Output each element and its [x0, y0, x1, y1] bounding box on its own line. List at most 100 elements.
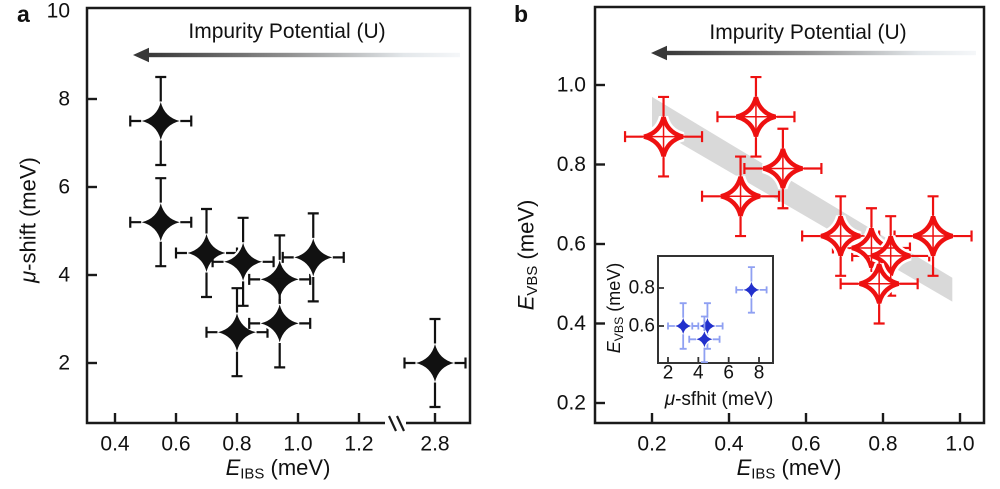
- inset-y-axis-label-unit: (meV): [604, 262, 625, 317]
- inset-y-axis-label-subscript: VBS: [611, 316, 626, 342]
- x-tick-label: 0.6: [161, 433, 190, 456]
- marker-center-cross: [731, 92, 780, 141]
- x-axis-label-b-unit: (meV): [775, 455, 842, 480]
- x-axis-label-a-subscript: IBS: [240, 465, 265, 483]
- inset-data-point: [688, 315, 721, 363]
- y-axis-label-b: EVBS (meV): [513, 199, 542, 311]
- marker-center-cross: [855, 259, 904, 308]
- impurity-arrow-a-head: [133, 47, 149, 63]
- marker-center-cross: [758, 144, 807, 193]
- inset-x-tick-label: 6: [723, 363, 734, 384]
- inset-x-tick-label: 4: [693, 363, 704, 384]
- data-point-marker: [141, 102, 180, 140]
- inset-x-tick-label: 8: [754, 363, 765, 384]
- axis-break-gap: [385, 418, 406, 428]
- inset-y-axis-label-symbol: E: [604, 341, 625, 354]
- impurity-potential-caption-a: Impurity Potential (U): [188, 20, 386, 43]
- impurity-arrow-b-head: [651, 45, 667, 61]
- data-point: [281, 212, 345, 303]
- panel-b-letter: b: [514, 1, 529, 27]
- data-point-marker: [260, 304, 299, 343]
- y-axis-label-b-symbol: E: [513, 295, 539, 311]
- data-point: [129, 75, 193, 167]
- x-tick-label: 0.6: [791, 433, 820, 456]
- y-tick-label: 10: [47, 0, 70, 23]
- data-point: [205, 287, 269, 378]
- panel-a-frame: [85, 6, 472, 425]
- panel-a-plot: 0.4 0.6 0.8 1.0 1.2 2.8 2 4 6 8 10: [47, 0, 472, 456]
- data-point: [211, 216, 275, 307]
- data-point-marker: [416, 344, 454, 382]
- x-tick-label: 1.2: [344, 433, 373, 456]
- x-tick-label: 0.8: [222, 433, 251, 456]
- panel-b-marker-crosses: [639, 92, 958, 308]
- x-tick-label: 2.8: [420, 433, 449, 456]
- data-point: [248, 278, 312, 369]
- impurity-arrow-a-shaft: [148, 52, 460, 58]
- x-axis-label-b-symbol: E: [736, 455, 752, 480]
- panel-b-frame: [593, 5, 986, 425]
- impurity-arrow-b-shaft: [666, 50, 976, 56]
- marker-center-cross: [909, 212, 958, 261]
- x-axis-label-b: EIBS (meV): [639, 455, 939, 483]
- data-point: [403, 317, 467, 409]
- inset-data-point: [735, 266, 768, 314]
- x-tick-label: 0.4: [714, 433, 744, 456]
- y-axis-label-a-symbol: μ: [15, 270, 41, 283]
- y-tick-label: 0.2: [557, 392, 586, 415]
- x-tick-label: 0.2: [637, 433, 666, 456]
- y-tick-label: 0.8: [557, 153, 586, 176]
- y-tick-label: 6: [58, 176, 70, 199]
- x-axis-label-b-subscript: IBS: [751, 465, 776, 483]
- y-tick-label: 1.0: [557, 74, 586, 97]
- marker-center-cross: [816, 212, 865, 261]
- inset-x-axis-label-unit: -sfhit (meV): [675, 389, 774, 410]
- data-point-marker: [294, 238, 333, 277]
- y-tick-label: 0.4: [557, 312, 587, 335]
- y-tick-label: 2: [58, 352, 70, 375]
- y-axis-label-a-unit: -shift (meV): [15, 157, 41, 271]
- panel-b-plot: 0.2 0.4 0.6 0.8 1.0 0.2 0.4 0.6 0.8 1.0: [557, 5, 986, 456]
- inset-y-axis-label: EVBS (meV): [604, 263, 626, 354]
- y-axis-label-a: μ-shift (meV): [15, 157, 44, 283]
- inset-data-point: [691, 302, 724, 350]
- marker-center-cross: [639, 112, 688, 161]
- data-point-marker: [187, 234, 226, 272]
- inset-data-point-marker: [699, 318, 716, 334]
- inset-data-point-marker: [743, 281, 760, 298]
- inset-y-tick-label: 0.8: [629, 278, 655, 299]
- axis-break-slashes: [388, 415, 405, 432]
- inset-frame: [657, 255, 774, 364]
- x-tick-label: 0.4: [100, 433, 130, 456]
- x-tick-label: 1.0: [283, 433, 312, 456]
- marker-center-cross: [716, 172, 765, 221]
- y-axis-label-b-unit: (meV): [513, 199, 539, 266]
- data-point: [129, 177, 193, 268]
- x-axis-break: [385, 415, 406, 432]
- marker-center-cross: [866, 231, 915, 280]
- inset-x-axis-label-symbol: μ: [664, 389, 676, 410]
- inset-y-tick-label: 0.6: [629, 316, 655, 337]
- x-axis-label-a-unit: (meV): [264, 455, 331, 480]
- data-point-marker: [224, 242, 263, 281]
- y-tick-label: 8: [58, 88, 70, 111]
- x-tick-label: 1.0: [945, 433, 974, 456]
- inset-x-axis-label: μ-sfhit (meV): [619, 389, 819, 411]
- data-point-marker: [141, 203, 180, 242]
- data-point-marker: [218, 313, 256, 352]
- inset-data-point-marker: [675, 318, 692, 334]
- inset-x-tick-label: 2: [663, 363, 674, 384]
- inset-data-point-marker: [696, 331, 713, 348]
- y-tick-label: 4: [58, 264, 70, 287]
- x-axis-label-a: EIBS (meV): [128, 455, 428, 483]
- panel-a-letter: a: [17, 1, 30, 27]
- y-tick-label: 0.6: [557, 233, 586, 256]
- x-axis-label-a-symbol: E: [225, 455, 241, 480]
- marker-center-cross: [847, 223, 896, 272]
- inset-plot: 2 4 6 8 0.6 0.8: [629, 255, 774, 384]
- y-axis-label-b-subscript: VBS: [523, 265, 541, 296]
- impurity-potential-caption-b: Impurity Potential (U): [709, 21, 907, 44]
- x-tick-label: 0.8: [868, 433, 897, 456]
